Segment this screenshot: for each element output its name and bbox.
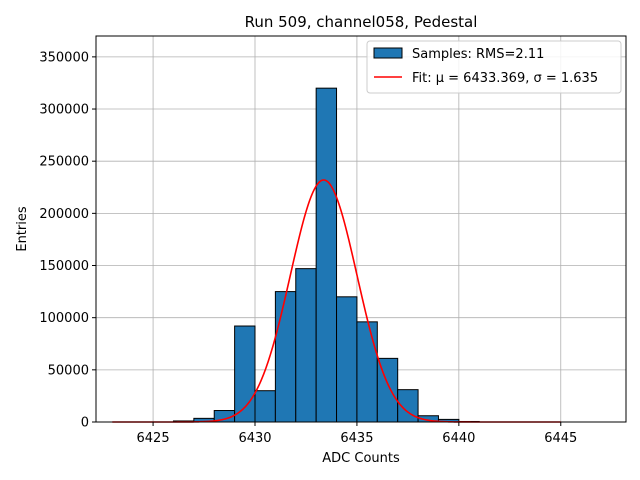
y-tick-label: 100000 bbox=[39, 311, 89, 326]
plot-frame bbox=[95, 35, 627, 423]
histogram-bar bbox=[336, 296, 358, 423]
y-tick-label: 150000 bbox=[39, 259, 89, 274]
x-tick-label: 6425 bbox=[137, 431, 170, 446]
y-tick-label: 250000 bbox=[39, 155, 89, 170]
y-tick-label: 350000 bbox=[39, 50, 89, 65]
histogram-bar bbox=[274, 291, 297, 423]
legend-histogram-swatch bbox=[373, 47, 403, 59]
legend-fit-label: Fit: μ = 6433.369, σ = 1.635 bbox=[412, 71, 598, 86]
y-tick-label: 200000 bbox=[39, 207, 89, 222]
histogram-bars bbox=[172, 87, 480, 423]
legend-histogram-label: Samples: RMS=2.11 bbox=[412, 47, 544, 62]
y-axis-label: Entries bbox=[15, 206, 30, 252]
histogram-bar bbox=[254, 390, 276, 423]
x-tick-label: 6435 bbox=[340, 431, 373, 446]
legend: Samples: RMS=2.11 Fit: μ = 6433.369, σ =… bbox=[366, 40, 622, 94]
histogram-bar bbox=[315, 87, 338, 423]
x-tick-label: 6440 bbox=[442, 431, 475, 446]
x-axis-ticks: 6425 6430 6435 6440 6445 bbox=[137, 422, 577, 446]
y-tick-label: 300000 bbox=[39, 103, 89, 118]
chart-title: Run 509, channel058, Pedestal bbox=[245, 13, 478, 31]
x-tick-label: 6430 bbox=[238, 431, 271, 446]
x-axis-label: ADC Counts bbox=[322, 451, 400, 466]
histogram-bar bbox=[376, 357, 399, 423]
y-tick-label: 50000 bbox=[48, 363, 89, 378]
histogram-bar bbox=[356, 321, 378, 423]
y-tick-label: 0 bbox=[81, 416, 89, 431]
legend-box bbox=[366, 40, 622, 94]
histogram-bar bbox=[295, 268, 317, 423]
y-axis-ticks: 0 50000 100000 150000 200000 250000 300000 3500… bbox=[39, 50, 96, 431]
x-tick-label: 6445 bbox=[544, 431, 577, 446]
